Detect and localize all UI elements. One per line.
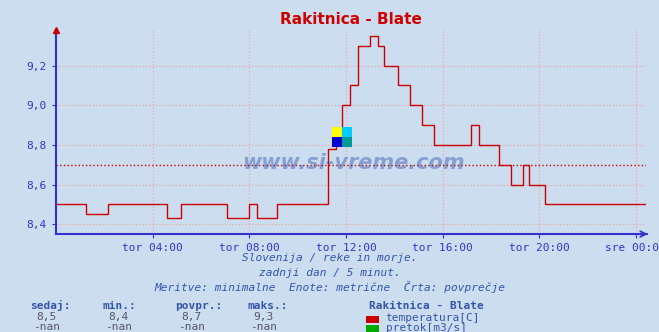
Text: sedaj:: sedaj:: [30, 300, 70, 311]
Text: -nan: -nan: [33, 322, 59, 332]
Bar: [331, 137, 342, 147]
Text: temperatura[C]: temperatura[C]: [386, 313, 480, 323]
Text: -nan: -nan: [178, 322, 204, 332]
Text: zadnji dan / 5 minut.: zadnji dan / 5 minut.: [258, 268, 401, 278]
Text: Rakitnica - Blate: Rakitnica - Blate: [369, 301, 484, 311]
Title: Rakitnica - Blate: Rakitnica - Blate: [280, 12, 422, 27]
Text: Meritve: minimalne  Enote: metrične  Črta: povprečje: Meritve: minimalne Enote: metrične Črta:…: [154, 282, 505, 293]
Text: maks.:: maks.:: [247, 301, 287, 311]
Bar: [342, 127, 352, 137]
Text: Slovenija / reke in morje.: Slovenija / reke in morje.: [242, 253, 417, 263]
Text: min.:: min.:: [102, 301, 136, 311]
Text: www.si-vreme.com: www.si-vreme.com: [243, 153, 465, 173]
Text: 9,3: 9,3: [254, 312, 273, 322]
Text: 8,7: 8,7: [181, 312, 201, 322]
Text: povpr.:: povpr.:: [175, 301, 222, 311]
Text: -nan: -nan: [105, 322, 132, 332]
Text: pretok[m3/s]: pretok[m3/s]: [386, 323, 467, 332]
Text: 8,5: 8,5: [36, 312, 56, 322]
Text: -nan: -nan: [250, 322, 277, 332]
Bar: [331, 127, 342, 137]
Text: 8,4: 8,4: [109, 312, 129, 322]
Bar: [342, 137, 352, 147]
